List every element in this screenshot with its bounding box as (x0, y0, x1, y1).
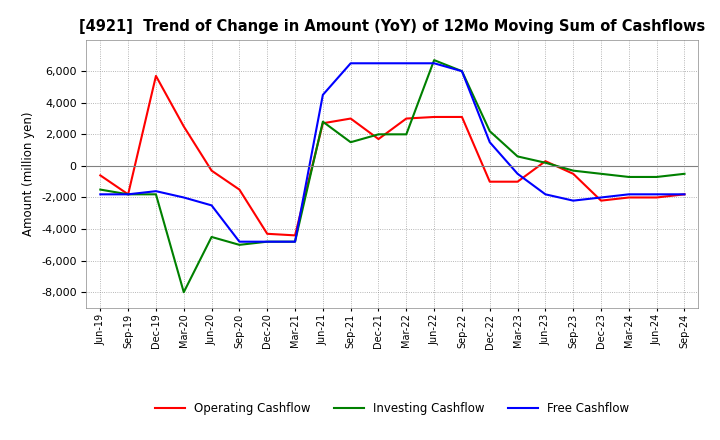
Operating Cashflow (96, 173, 104, 178)
Investing Cashflow (402, 132, 410, 137)
Operating Cashflow (597, 198, 606, 203)
Operating Cashflow (318, 121, 327, 126)
Investing Cashflow (152, 192, 161, 197)
Free Cashflow (458, 69, 467, 74)
Operating Cashflow (402, 116, 410, 121)
Line: Investing Cashflow: Investing Cashflow (100, 60, 685, 292)
Free Cashflow (207, 203, 216, 208)
Investing Cashflow (346, 139, 355, 145)
Operating Cashflow (291, 233, 300, 238)
Free Cashflow (152, 188, 161, 194)
Operating Cashflow (485, 179, 494, 184)
Investing Cashflow (235, 242, 243, 247)
Operating Cashflow (374, 136, 383, 142)
Investing Cashflow (430, 58, 438, 63)
Operating Cashflow (346, 116, 355, 121)
Investing Cashflow (652, 174, 661, 180)
Operating Cashflow (680, 192, 689, 197)
Free Cashflow (318, 92, 327, 98)
Operating Cashflow (152, 73, 161, 79)
Line: Free Cashflow: Free Cashflow (100, 63, 685, 242)
Operating Cashflow (458, 114, 467, 120)
Free Cashflow (569, 198, 577, 203)
Free Cashflow (263, 239, 271, 244)
Free Cashflow (235, 239, 243, 244)
Operating Cashflow (541, 158, 550, 164)
Investing Cashflow (179, 290, 188, 295)
Operating Cashflow (569, 171, 577, 176)
Operating Cashflow (263, 231, 271, 236)
Operating Cashflow (652, 195, 661, 200)
Free Cashflow (485, 139, 494, 145)
Investing Cashflow (124, 192, 132, 197)
Investing Cashflow (318, 119, 327, 125)
Investing Cashflow (485, 128, 494, 134)
Investing Cashflow (458, 69, 467, 74)
Investing Cashflow (263, 239, 271, 244)
Investing Cashflow (291, 239, 300, 244)
Free Cashflow (541, 192, 550, 197)
Operating Cashflow (124, 192, 132, 197)
Free Cashflow (124, 192, 132, 197)
Investing Cashflow (569, 168, 577, 173)
Free Cashflow (513, 171, 522, 176)
Free Cashflow (346, 61, 355, 66)
Line: Operating Cashflow: Operating Cashflow (100, 76, 685, 235)
Investing Cashflow (96, 187, 104, 192)
Y-axis label: Amount (million yen): Amount (million yen) (22, 112, 35, 236)
Free Cashflow (624, 192, 633, 197)
Investing Cashflow (513, 154, 522, 159)
Free Cashflow (291, 239, 300, 244)
Operating Cashflow (430, 114, 438, 120)
Free Cashflow (430, 61, 438, 66)
Title: [4921]  Trend of Change in Amount (YoY) of 12Mo Moving Sum of Cashflows: [4921] Trend of Change in Amount (YoY) o… (79, 19, 706, 34)
Investing Cashflow (374, 132, 383, 137)
Investing Cashflow (680, 171, 689, 176)
Investing Cashflow (541, 160, 550, 165)
Operating Cashflow (207, 168, 216, 173)
Operating Cashflow (513, 179, 522, 184)
Free Cashflow (374, 61, 383, 66)
Free Cashflow (680, 192, 689, 197)
Free Cashflow (96, 192, 104, 197)
Investing Cashflow (624, 174, 633, 180)
Free Cashflow (652, 192, 661, 197)
Investing Cashflow (597, 171, 606, 176)
Free Cashflow (179, 195, 188, 200)
Free Cashflow (402, 61, 410, 66)
Free Cashflow (597, 195, 606, 200)
Operating Cashflow (235, 187, 243, 192)
Legend: Operating Cashflow, Investing Cashflow, Free Cashflow: Operating Cashflow, Investing Cashflow, … (150, 398, 634, 420)
Operating Cashflow (624, 195, 633, 200)
Operating Cashflow (179, 124, 188, 129)
Investing Cashflow (207, 235, 216, 240)
